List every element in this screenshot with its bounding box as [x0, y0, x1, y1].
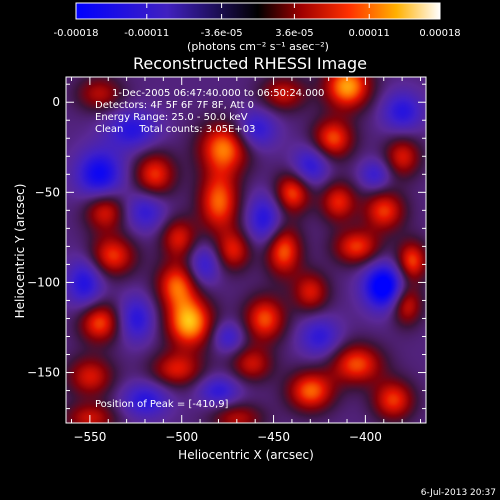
y-tick-label: 0	[52, 95, 60, 109]
colorbar-tick-label: 3.6e-05	[275, 28, 313, 39]
annotation-energy-range: Energy Range: 25.0 - 50.0 keV	[95, 112, 248, 123]
x-tick-label: −550	[73, 430, 106, 444]
colorbar: -0.00018 -0.00011 -3.6e-05 3.6e-05 0.00011 0.…	[54, 2, 461, 53]
colorbar-unit-label: (photons cm⁻² s⁻¹ asec⁻²)	[187, 40, 329, 53]
colorbar-tick-label: 0.00011	[349, 28, 390, 39]
x-tick-label: −450	[257, 430, 290, 444]
tick-labels: −550 −500 −450 −400 0 −50 −100 −150	[27, 95, 382, 444]
annotation-block: 1-Dec-2005 06:47:40.000 to 06:50:24.000 …	[95, 88, 324, 410]
y-tick-label: −100	[27, 275, 60, 289]
chart-title: Reconstructed RHESSI Image	[133, 54, 367, 73]
colorbar-ticks: -0.00018 -0.00011 -3.6e-05 3.6e-05 0.00011 0.…	[54, 3, 461, 39]
x-axis-label: Heliocentric X (arcsec)	[178, 448, 314, 462]
footer-timestamp: 6-Jul-2013 20:37	[421, 488, 496, 498]
x-tick-label: −400	[349, 430, 382, 444]
peak-position-label: Position of Peak = [-410,9]	[95, 399, 229, 410]
colorbar-tick-label: -3.6e-05	[201, 28, 243, 39]
heatmap-image	[66, 77, 426, 423]
annotation-detectors: Detectors: 4F 5F 6F 7F 8F, Att 0	[95, 100, 254, 111]
colorbar-tick-label: -0.00011	[124, 28, 169, 39]
y-tick-label: −150	[27, 366, 60, 380]
x-tick-label: −500	[165, 430, 198, 444]
y-axis-label: Heliocentric Y (arcsec)	[13, 184, 27, 319]
colorbar-strip	[75, 2, 441, 20]
annotation-time-range: 1-Dec-2005 06:47:40.000 to 06:50:24.000	[112, 88, 324, 99]
axis-ticks	[66, 77, 426, 423]
colorbar-tick-label: -0.00018	[54, 28, 99, 39]
plot-frame	[65, 76, 427, 424]
image-area	[65, 76, 427, 424]
y-tick-label: −50	[35, 185, 60, 199]
annotation-clean-counts: Clean Total counts: 3.05E+03	[95, 124, 255, 135]
colorbar-tick-label: 0.00018	[419, 28, 460, 39]
